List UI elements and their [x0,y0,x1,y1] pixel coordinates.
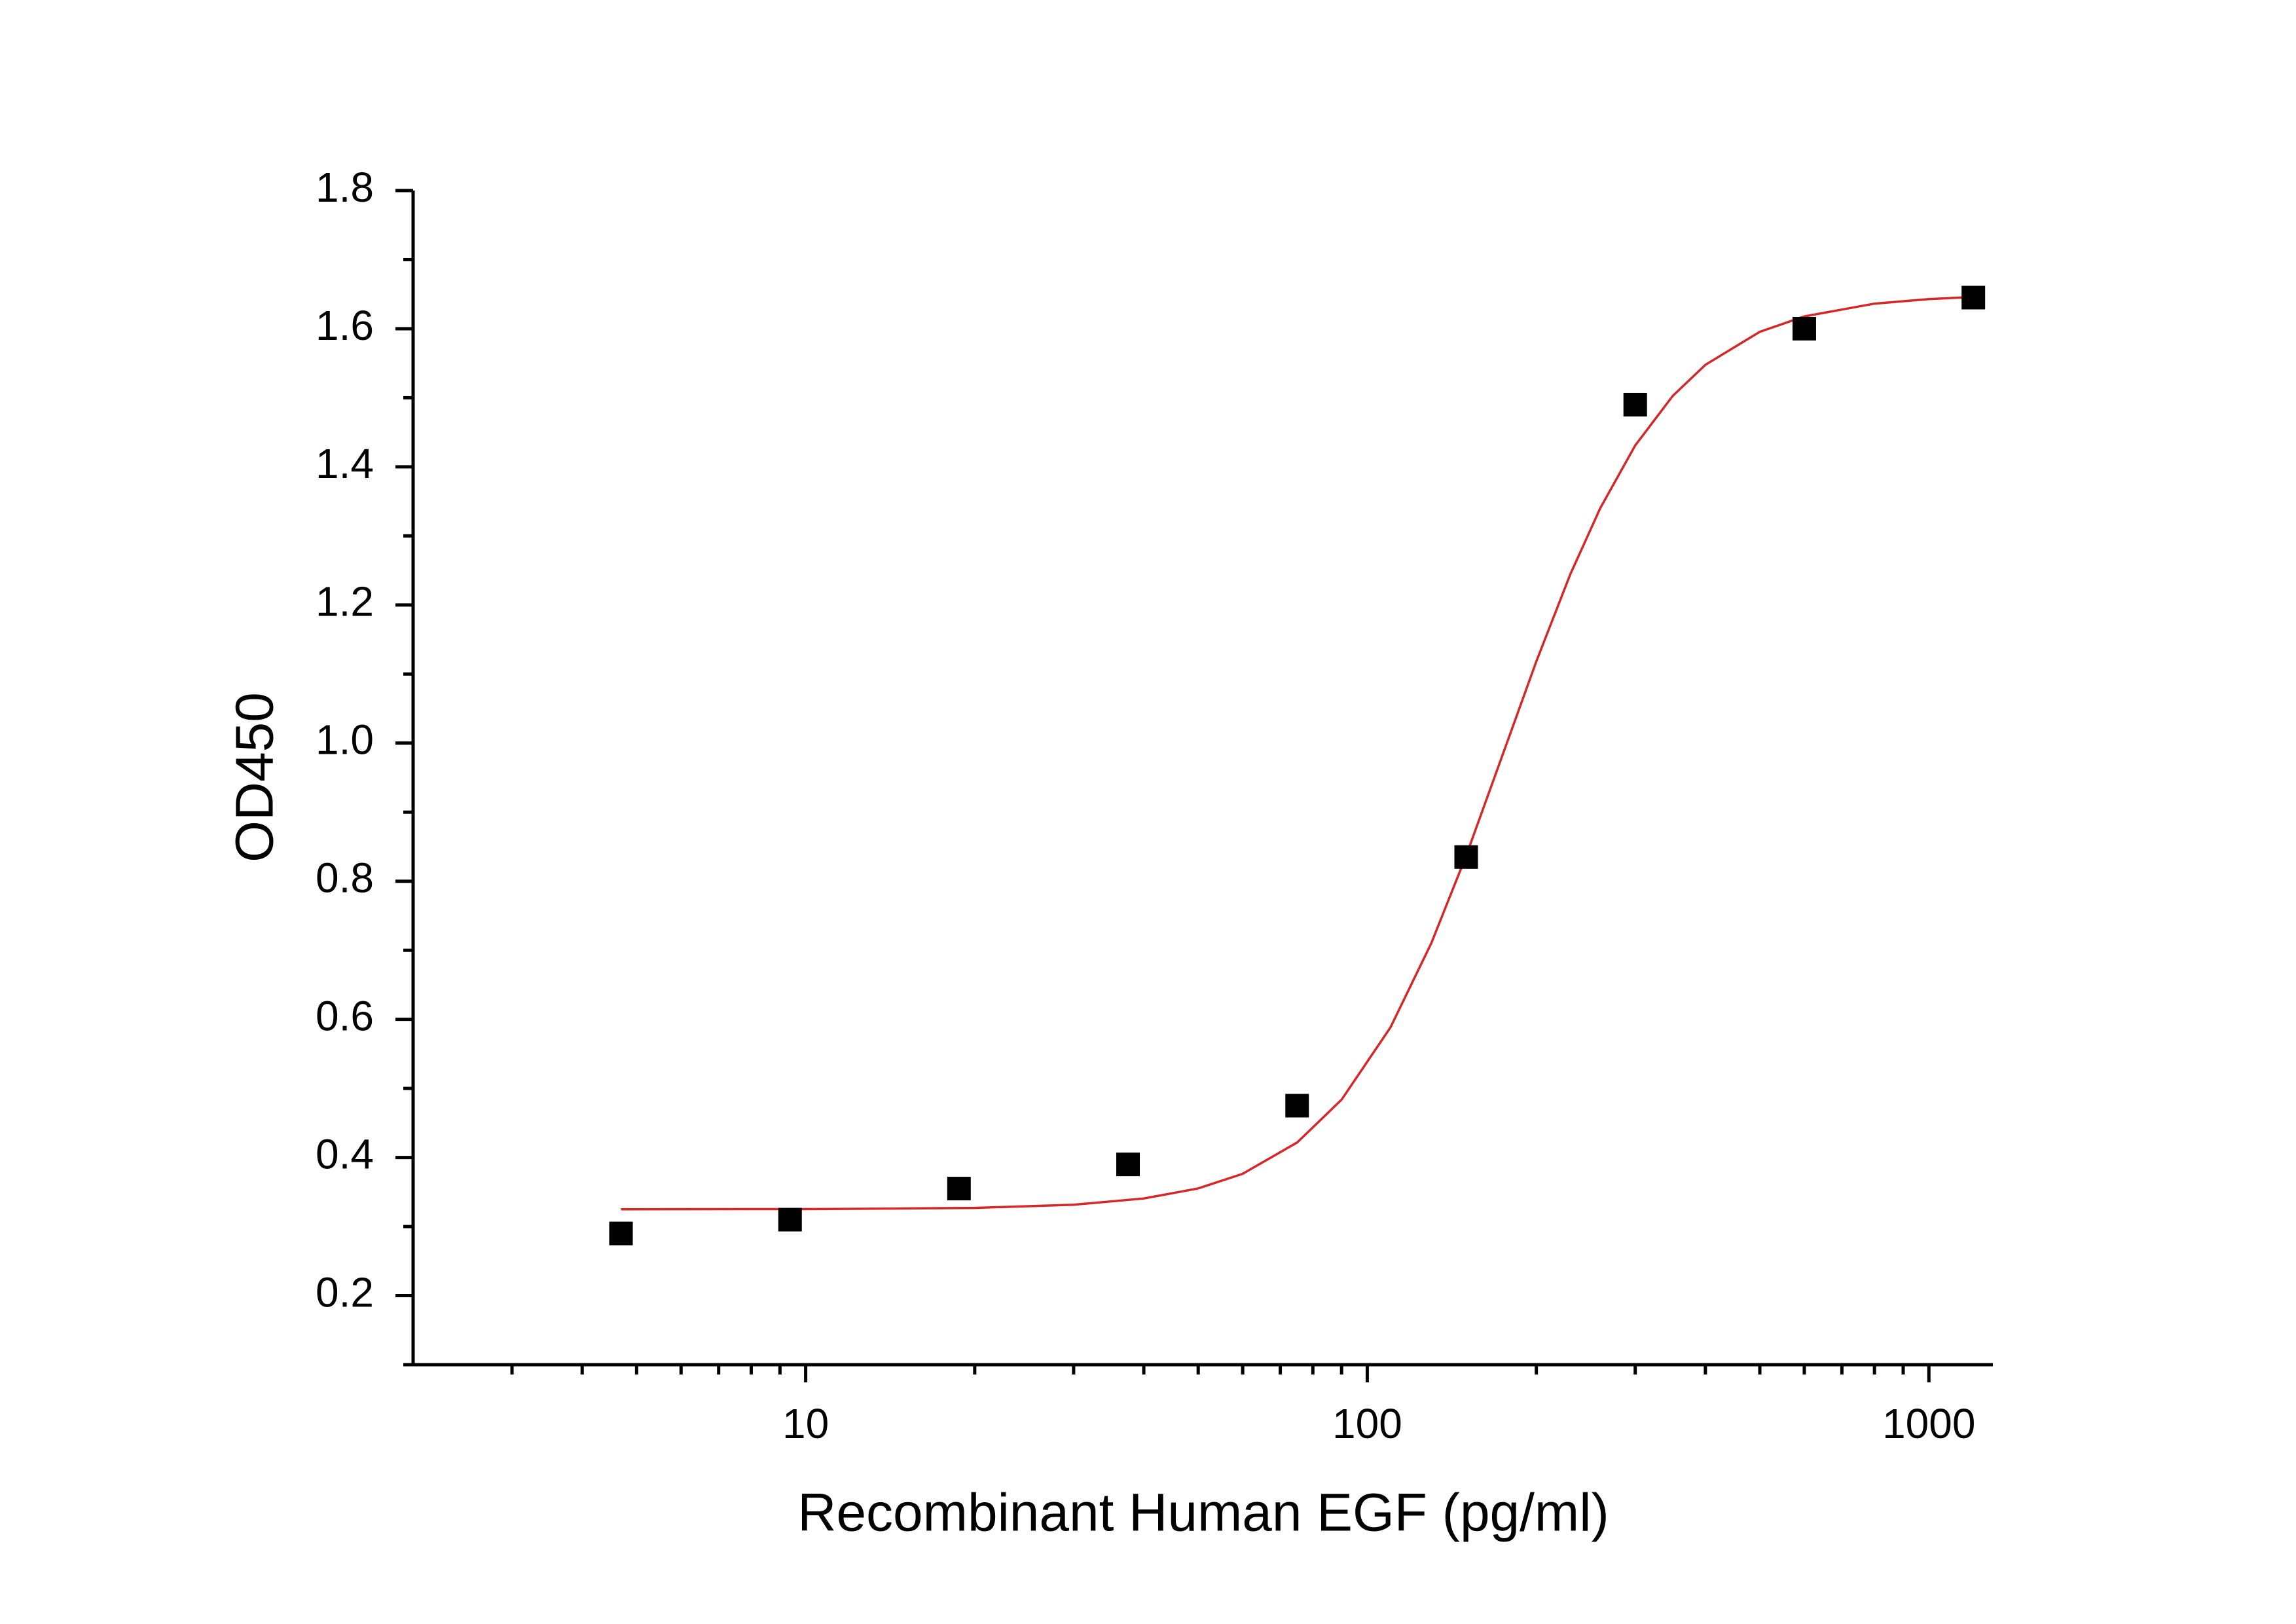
y-tick-label: 0.6 [316,993,374,1040]
y-tick-label: 1.0 [316,716,374,764]
y-tick-label: 0.4 [316,1130,374,1177]
y-tick-label: 1.6 [316,302,374,349]
data-point [1961,286,1986,310]
y-tick-label: 0.8 [316,855,374,902]
data-point [1623,392,1647,416]
data-point [947,1177,971,1201]
data-point [778,1208,802,1232]
y-tick-label: 1.2 [316,578,374,625]
y-axis-title: OD450 [225,692,285,862]
fit-curve [621,295,1974,1211]
x-axis-title: Recombinant Human EGF (pg/ml) [797,1483,1609,1543]
y-tick-label: 1.8 [316,164,374,211]
x-tick-label: 10 [782,1400,829,1447]
y-tick-label: 1.4 [316,440,374,487]
y-tick-label: 0.2 [316,1268,374,1316]
data-point [1285,1094,1309,1118]
data-point [1454,845,1478,869]
x-tick-label: 1000 [1882,1400,1975,1447]
data-point [1792,316,1816,341]
data-point [1116,1153,1140,1177]
data-point [609,1221,633,1246]
x-tick-label: 100 [1332,1400,1402,1447]
